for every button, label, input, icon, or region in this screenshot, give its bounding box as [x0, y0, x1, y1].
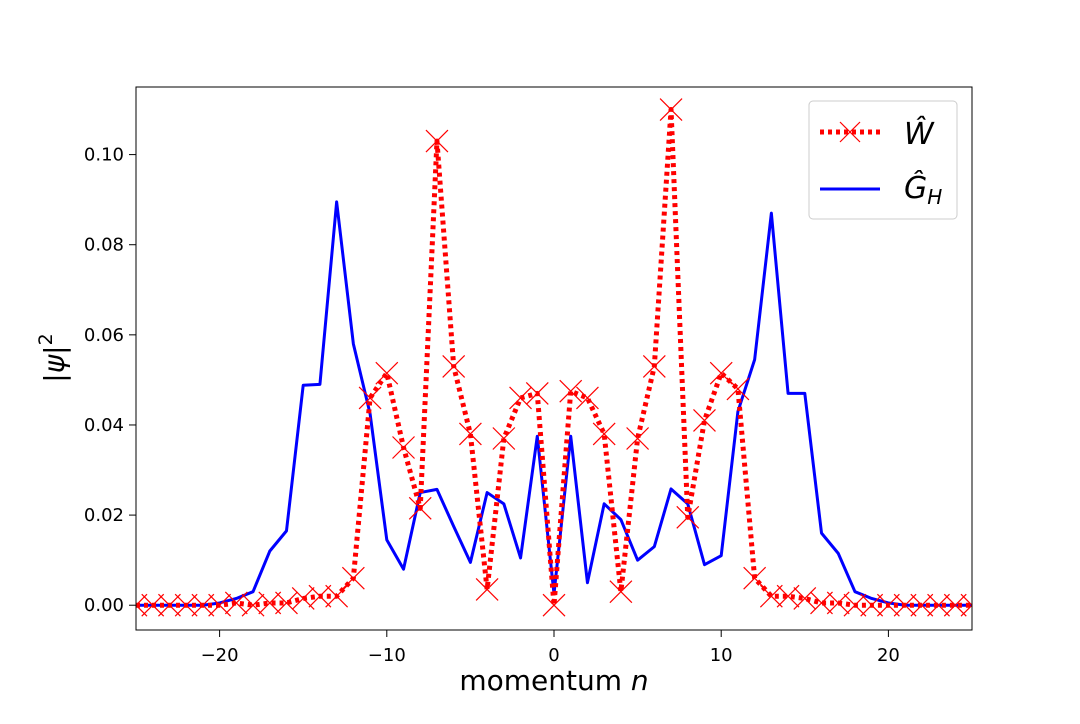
- data-point: [492, 427, 516, 450]
- data-point: [843, 593, 867, 617]
- y-axis-label: |ψ|2: [35, 333, 71, 382]
- x-tick-label: −20: [201, 645, 239, 666]
- x-axis-label-symbol: n: [631, 664, 649, 697]
- y-axis-label-psi: ψ: [38, 354, 71, 373]
- y-axis-label-bar-right: |: [38, 345, 71, 354]
- series-line-0: [136, 107, 972, 608]
- series-line-1: [136, 200, 972, 607]
- data-point: [893, 593, 917, 617]
- data-point: [693, 409, 716, 432]
- plot-area: [136, 98, 972, 617]
- data-point: [860, 593, 884, 617]
- legend-w-marker: [839, 121, 861, 143]
- data-point: [776, 584, 800, 608]
- data-point: [810, 591, 833, 615]
- data-point: [224, 591, 248, 615]
- data-point: [191, 593, 215, 617]
- data-point: [609, 580, 633, 604]
- legend-gh-label: ĜH: [904, 169, 942, 209]
- data-point: [375, 361, 399, 385]
- data-point: [576, 386, 599, 410]
- data-point: [509, 386, 532, 410]
- y-tick-label: 0.04: [84, 415, 124, 436]
- data-point: [793, 587, 817, 610]
- data-point: [960, 593, 972, 617]
- y-axis-label-bar-left: |: [38, 373, 71, 382]
- x-tick-label: 0: [548, 645, 559, 666]
- legend-w-label: Ŵ: [904, 115, 935, 152]
- data-point: [325, 584, 349, 608]
- x-tick-label: 10: [710, 645, 733, 666]
- y-tick-label: 0.02: [84, 505, 124, 526]
- data-point: [136, 593, 148, 617]
- data-point: [943, 593, 967, 617]
- y-axis: 0.00 0.02 0.04 0.06 0.08 0.10: [84, 145, 136, 616]
- data-point: [726, 377, 750, 401]
- y-axis-label-exponent: 2: [35, 333, 57, 345]
- data-point: [876, 593, 900, 617]
- data-point: [676, 505, 700, 529]
- data-point: [525, 381, 549, 405]
- x-axis: −20 −10 0 10 20: [201, 630, 900, 666]
- data-point: [542, 593, 566, 617]
- data-point: [341, 566, 365, 590]
- data-point: [392, 436, 415, 459]
- data-point: [642, 354, 666, 378]
- data-point: [709, 361, 733, 385]
- data-point: [475, 578, 499, 601]
- data-point: [358, 386, 382, 410]
- data-point: [141, 593, 165, 617]
- x-tick-label: 20: [877, 645, 900, 666]
- x-tick-label: −10: [368, 645, 406, 666]
- legend-gh-subscript: H: [927, 185, 942, 209]
- x-axis-label: momentum n: [459, 664, 648, 697]
- y-tick-label: 0.06: [84, 325, 124, 346]
- data-point: [158, 593, 181, 617]
- legend: Ŵ ĜH: [808, 100, 958, 220]
- y-tick-label: 0.00: [84, 595, 124, 616]
- legend-gh-main: Ĝ: [904, 169, 927, 206]
- data-point: [626, 427, 650, 450]
- data-point: [241, 593, 265, 617]
- axes-frame: [135, 86, 973, 631]
- y-tick-label: 0.10: [84, 145, 124, 166]
- y-tick-label: 0.08: [84, 235, 124, 256]
- x-axis-label-word: momentum: [459, 664, 631, 697]
- data-point: [559, 379, 583, 403]
- data-point: [425, 129, 449, 153]
- data-point: [759, 584, 783, 608]
- data-point: [258, 591, 282, 615]
- data-point: [927, 593, 950, 617]
- data-point: [174, 593, 198, 617]
- data-point: [275, 591, 298, 615]
- data-point: [442, 354, 466, 378]
- data-point: [408, 496, 432, 520]
- data-point: [910, 593, 934, 617]
- data-point: [659, 98, 683, 121]
- data-point: [743, 566, 767, 590]
- data-point: [458, 422, 482, 446]
- data-point: [592, 422, 616, 446]
- data-point: [308, 584, 332, 608]
